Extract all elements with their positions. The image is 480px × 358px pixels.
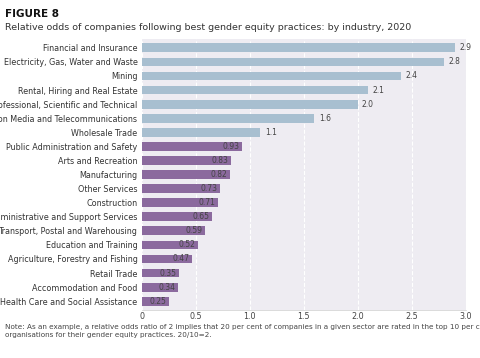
Bar [142, 72, 401, 80]
Bar [142, 212, 212, 221]
Text: 0.73: 0.73 [201, 184, 218, 193]
Text: 2.9: 2.9 [459, 43, 471, 52]
Bar [142, 156, 231, 165]
Text: 2.4: 2.4 [405, 72, 417, 81]
Text: 0.59: 0.59 [186, 226, 203, 235]
Text: 0.34: 0.34 [158, 283, 176, 292]
Bar [142, 227, 205, 235]
Text: 0.83: 0.83 [212, 156, 228, 165]
Text: Relative odds of companies following best gender equity practices: by industry, : Relative odds of companies following bes… [5, 23, 411, 32]
Text: 0.35: 0.35 [160, 268, 177, 277]
Text: 0.82: 0.82 [211, 170, 228, 179]
Text: 0.47: 0.47 [173, 255, 190, 263]
Bar [142, 269, 180, 277]
Text: FIGURE 8: FIGURE 8 [5, 9, 59, 19]
Bar [142, 58, 444, 66]
Text: 0.65: 0.65 [192, 212, 209, 221]
Bar [142, 170, 230, 179]
Bar [142, 114, 314, 122]
Text: 1.6: 1.6 [319, 114, 331, 123]
Bar [142, 297, 168, 306]
Text: 2.1: 2.1 [373, 86, 384, 95]
Text: 1.1: 1.1 [265, 128, 276, 137]
Text: 2.8: 2.8 [448, 57, 460, 66]
Bar [142, 198, 218, 207]
Bar [142, 128, 260, 137]
Text: 2.0: 2.0 [362, 100, 374, 108]
Text: 0.71: 0.71 [199, 198, 216, 207]
Text: 0.25: 0.25 [149, 297, 166, 306]
Text: 0.93: 0.93 [222, 142, 240, 151]
Bar [142, 283, 179, 291]
Bar [142, 86, 369, 95]
Bar [142, 255, 192, 263]
Bar [142, 142, 242, 151]
Text: 0.52: 0.52 [178, 241, 195, 250]
Text: Note: As an example, a relative odds ratio of 2 implies that 20 per cent of comp: Note: As an example, a relative odds rat… [5, 324, 480, 339]
Bar [142, 43, 455, 52]
Bar [142, 241, 198, 249]
Bar [142, 100, 358, 108]
Bar [142, 184, 220, 193]
